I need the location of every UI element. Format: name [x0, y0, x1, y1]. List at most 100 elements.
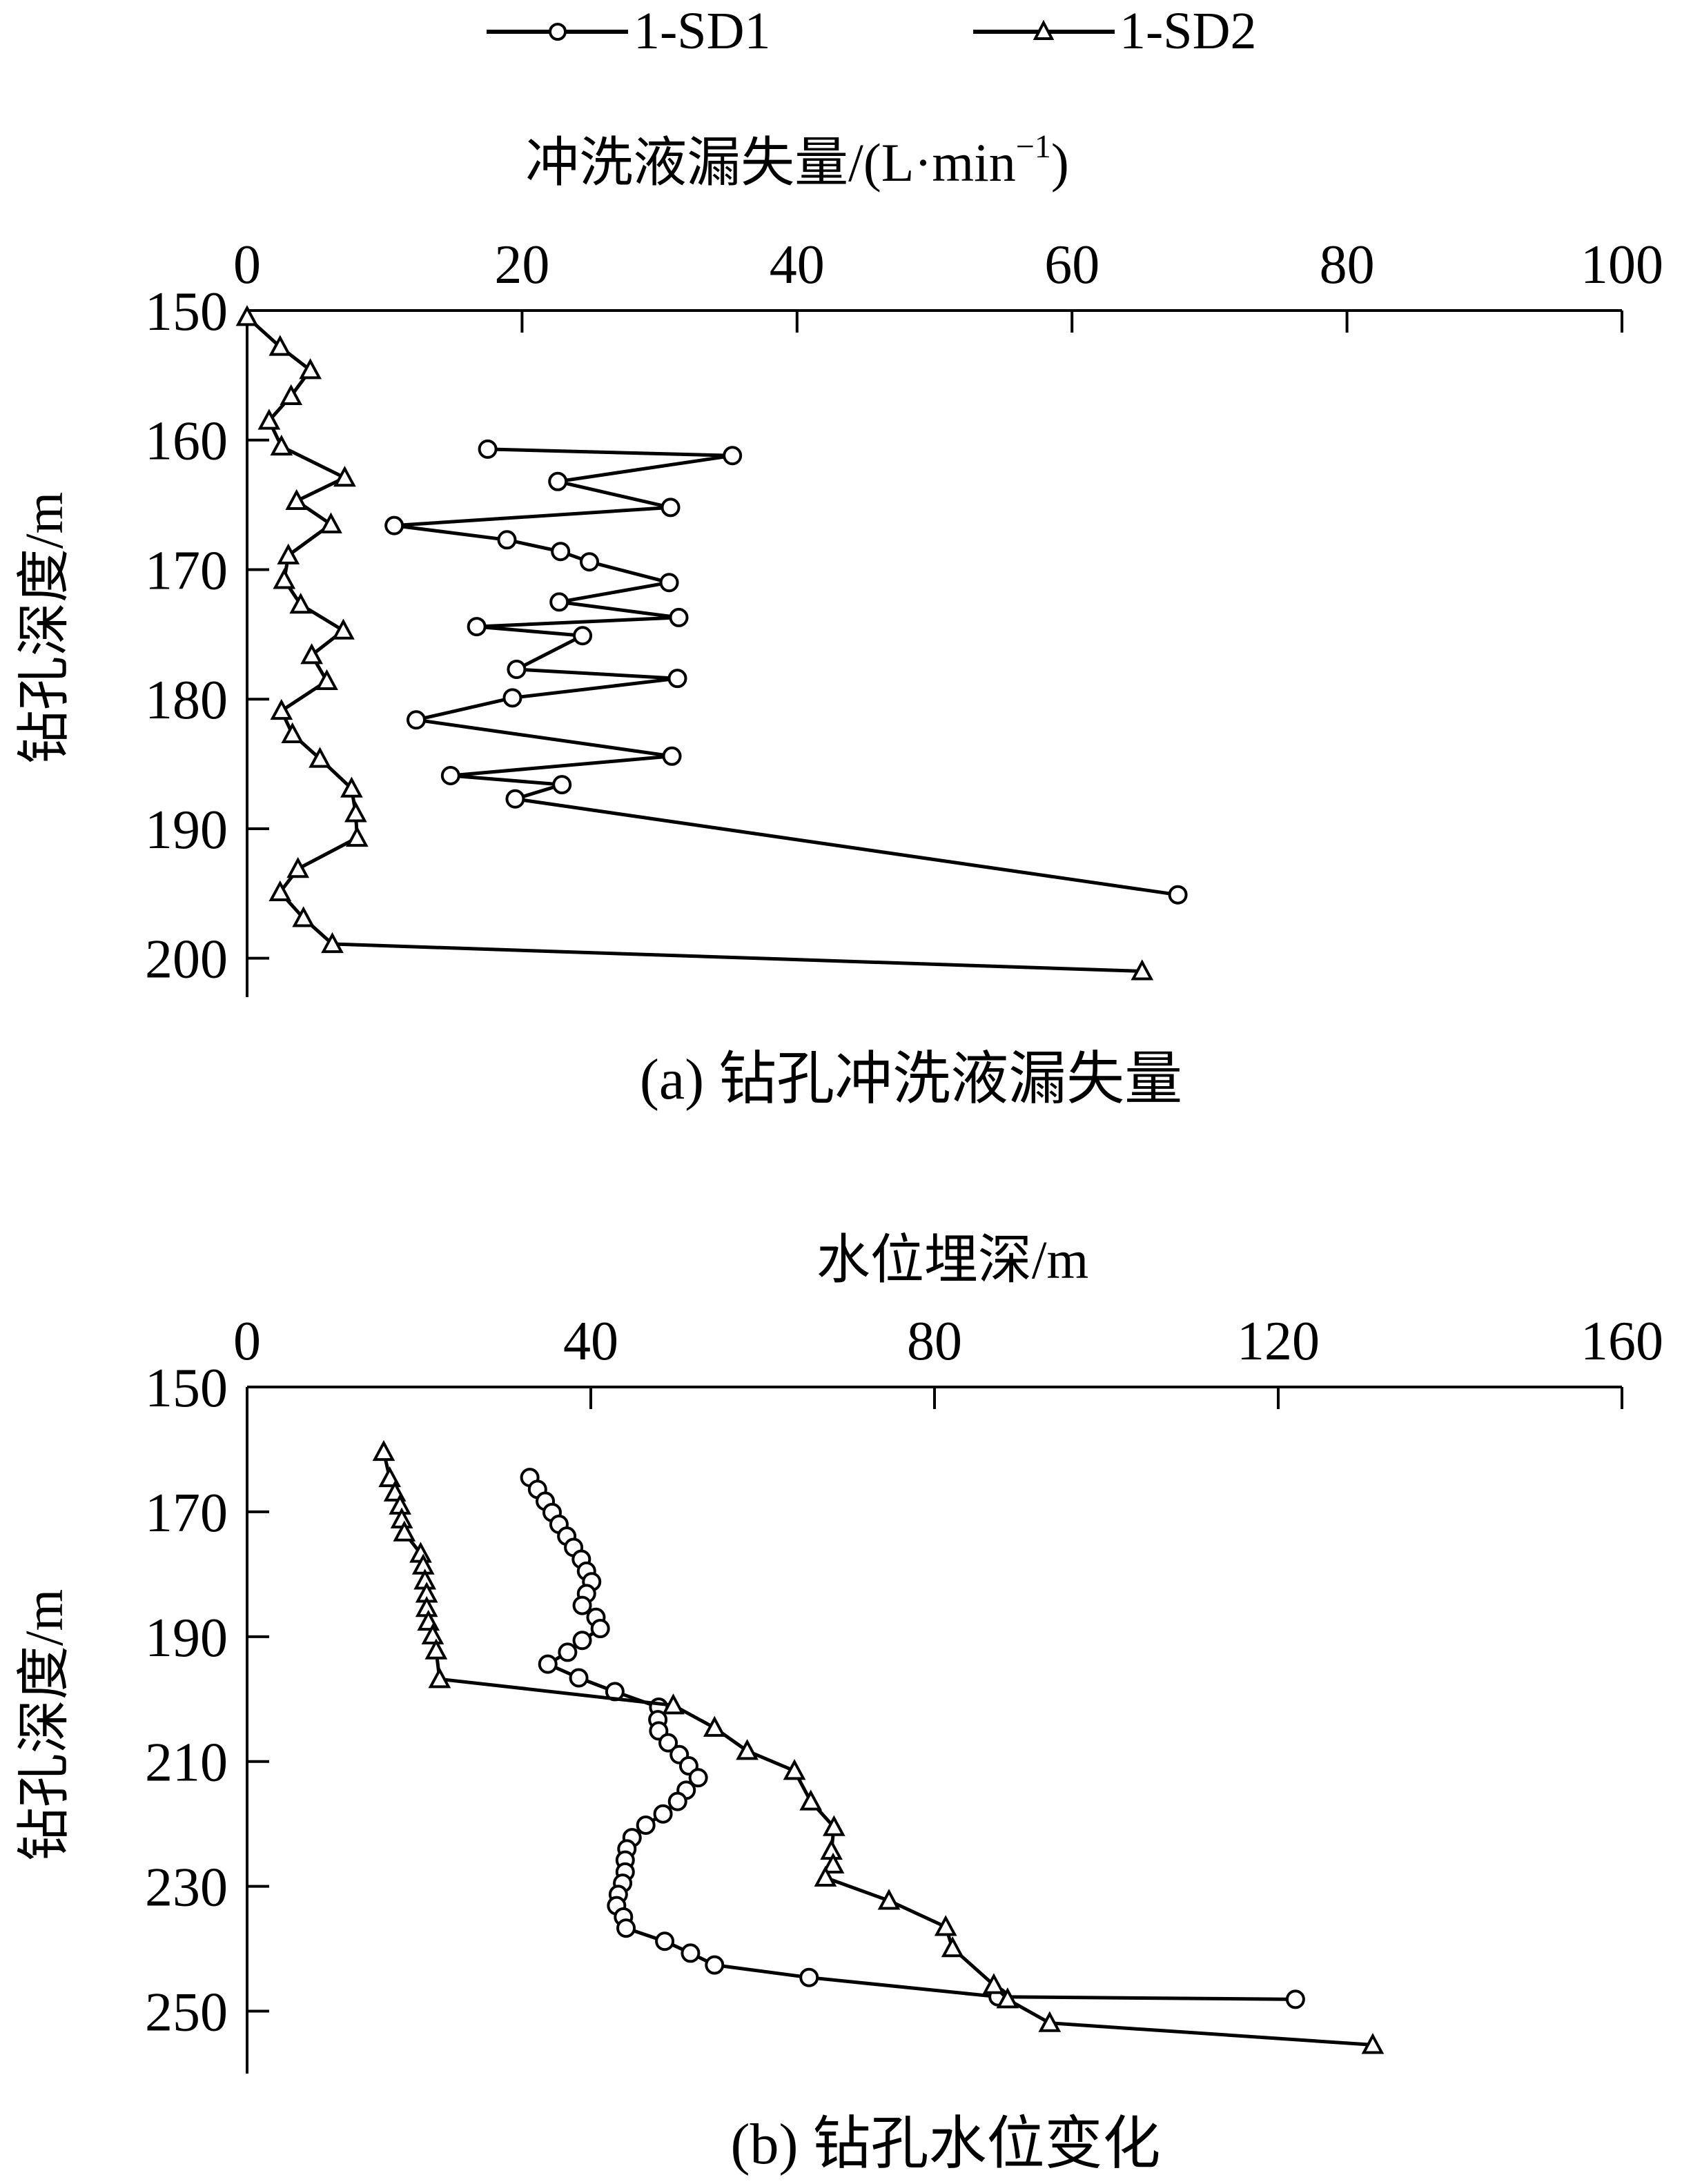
chart-panel-b: 水位埋深/m 0 40 80 120 160 150 170 190 210 230 250 钻孔…	[14, 1230, 1663, 2176]
series-line-1-sd1-a	[392, 447, 1178, 897]
x-axis-title-a-tail: )	[1051, 132, 1069, 193]
data-point-1-sd1	[384, 515, 404, 535]
data-point-1-sd1	[558, 1642, 578, 1662]
axes-a	[246, 309, 1623, 997]
data-point-1-sd1	[580, 552, 600, 572]
data-point-1-sd2	[320, 512, 342, 533]
x-tick-label-a: 100	[1581, 235, 1663, 295]
x-tick-label-b: 160	[1581, 1311, 1663, 1372]
caption-b: (b) 钻孔水位变化	[731, 2112, 1161, 2176]
y-axis-title-b: 钻孔深度/m	[14, 1589, 74, 1861]
data-point-1-sd2	[315, 669, 338, 690]
x-tick-labels-b: 0 40 80 120 160	[233, 1311, 1663, 1372]
y-tick-label-a: 160	[145, 411, 228, 472]
data-point-1-sd1	[505, 789, 525, 809]
data-point-1-sd2	[321, 932, 344, 954]
data-point-1-sd2	[736, 1739, 759, 1760]
data-point-1-sd1	[569, 1668, 589, 1688]
data-point-1-sd2	[346, 825, 369, 847]
y-tick-label-a: 190	[145, 800, 228, 860]
data-point-1-sd2	[941, 1936, 964, 1958]
legend-entry-1-sd1: 1-SD1	[487, 2, 770, 60]
data-point-1-sd2	[1038, 2011, 1062, 2032]
y-tick-labels-b: 150 170 190 210 230 250	[145, 1358, 228, 2043]
data-point-1-sd2	[332, 618, 355, 640]
data-point-1-sd2	[281, 722, 304, 743]
data-point-1-sd2	[270, 698, 293, 720]
data-point-1-sd1	[478, 439, 498, 459]
data-point-1-sd2	[270, 434, 293, 456]
data-point-1-sd1	[407, 710, 427, 730]
data-point-1-sd2	[421, 1623, 444, 1645]
data-point-1-sd2	[934, 1915, 957, 1936]
y-tick-label-a: 170	[145, 540, 228, 601]
series-line-1-sd1-b	[528, 1476, 1295, 2001]
data-point-1-sd2	[799, 1789, 823, 1811]
legend-label-1-sd1: 1-SD1	[634, 2, 770, 60]
data-point-1-sd2	[424, 1638, 448, 1660]
data-point-1-sd1	[590, 1619, 610, 1639]
data-point-1-sd2	[821, 1852, 845, 1874]
data-point-1-sd1	[552, 775, 572, 795]
data-point-1-sd2	[877, 1889, 901, 1910]
x-tick-label-a: 40	[770, 235, 825, 295]
data-point-1-sd2	[273, 568, 296, 589]
data-point-1-sd1	[497, 530, 517, 550]
data-point-1-sd1	[688, 1768, 708, 1788]
axes-b	[246, 1386, 1623, 2074]
y-tick-label-b: 190	[145, 1608, 228, 1669]
data-point-1-sd2	[268, 335, 292, 356]
data-point-1-sd2	[814, 1865, 837, 1887]
data-point-1-sd2	[378, 1466, 402, 1488]
series-group-a	[235, 305, 1188, 981]
y-tick-label-b: 250	[145, 1983, 228, 2043]
data-point-1-sd1	[799, 1967, 819, 1987]
data-point-1-sd2	[703, 1715, 726, 1737]
x-tick-label-b: 40	[563, 1311, 618, 1372]
x-tick-label-b: 0	[233, 1311, 261, 1372]
caption-a: (a) 钻孔冲洗液漏失量	[640, 1047, 1182, 1112]
data-point-1-sd2	[286, 856, 310, 878]
data-point-1-sd1	[549, 592, 569, 612]
y-axis-title-a: 钻孔深度/m	[14, 492, 74, 764]
data-point-1-sd1	[681, 1943, 701, 1963]
y-tick-label-b: 150	[145, 1358, 228, 1419]
data-point-1-sd2	[300, 643, 323, 665]
data-point-1-sd1	[636, 1815, 656, 1835]
data-point-1-sd2	[344, 801, 367, 823]
x-tick-label-b: 120	[1237, 1311, 1320, 1372]
data-point-1-sd2	[277, 543, 300, 564]
data-point-1-sd2	[257, 409, 281, 430]
data-point-1-sd1	[662, 746, 682, 766]
x-tick-label-b: 80	[907, 1311, 962, 1372]
data-point-1-sd2	[280, 384, 303, 405]
data-point-1-sd1	[705, 1955, 725, 1975]
data-point-1-sd2	[299, 358, 322, 380]
data-point-1-sd1	[467, 617, 487, 637]
data-point-1-sd1	[440, 765, 460, 785]
y-tick-label-a: 150	[145, 282, 228, 342]
x-tick-label-a: 0	[233, 235, 261, 295]
data-point-1-sd1	[669, 607, 689, 627]
x-axis-title-a-main: 冲洗液漏失量/(L·min	[525, 132, 1016, 193]
data-point-1-sd1	[573, 626, 593, 646]
data-point-1-sd2	[783, 1759, 806, 1780]
legend-marker-circle-icon	[549, 23, 567, 41]
data-point-1-sd1	[1285, 1989, 1305, 2009]
y-tick-labels-a: 150 160 170 180 190 200	[145, 282, 228, 990]
chart-panel-a: 冲洗液漏失量/(L·min−1) 0 20 40 60 80 100 1501601701…	[14, 128, 1663, 1112]
data-point-1-sd2	[289, 592, 313, 614]
data-point-1-sd2	[428, 1667, 451, 1689]
data-point-1-sd2	[996, 1987, 1019, 2009]
legend: 1-SD1 1-SD2	[487, 2, 1256, 60]
data-point-1-sd1	[655, 1931, 675, 1951]
data-point-1-sd1	[667, 1791, 687, 1811]
x-tick-label-a: 80	[1320, 235, 1375, 295]
series-group-b	[372, 1439, 1385, 2054]
series-line-1-sd2-a	[246, 315, 1142, 973]
x-tick-label-a: 20	[494, 235, 549, 295]
data-point-1-sd2	[372, 1439, 395, 1462]
legend-marker-triangle-icon	[1033, 19, 1055, 40]
data-point-1-sd2	[393, 1520, 416, 1542]
